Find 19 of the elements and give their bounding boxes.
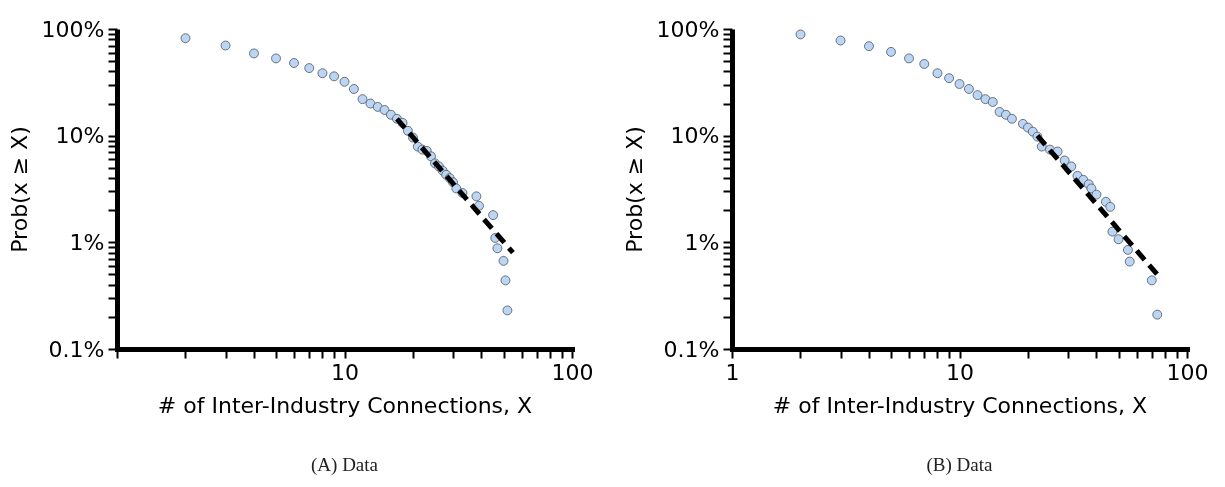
y-tick-label: 1% [684, 229, 720, 255]
x-axis-title: # of Inter-Industry Connections, X [157, 392, 533, 418]
x-tick-label: 100 [551, 359, 594, 385]
text: (B) Data [926, 454, 994, 476]
y-tick-label: 0.1% [48, 336, 105, 362]
x-tick-label: 10 [331, 359, 359, 385]
text: (A) Data [311, 454, 379, 476]
x-tick-label: 1 [725, 359, 740, 385]
x-tick-label: 100 [1166, 359, 1209, 385]
x-tick-label: 10 [946, 359, 974, 385]
y-tick-label: 100% [41, 16, 105, 42]
y-axis-title: Prob(x ≥ X) [621, 126, 647, 253]
y-tick-label: 0.1% [663, 336, 720, 362]
x-axis-title: # of Inter-Industry Connections, X [772, 392, 1148, 418]
y-tick-label: 100% [656, 16, 720, 42]
y-tick-label: 10% [670, 123, 720, 149]
y-tick-label: 1% [69, 229, 105, 255]
y-tick-label: 10% [55, 123, 105, 149]
y-axis-title: Prob(x ≥ X) [6, 126, 32, 253]
